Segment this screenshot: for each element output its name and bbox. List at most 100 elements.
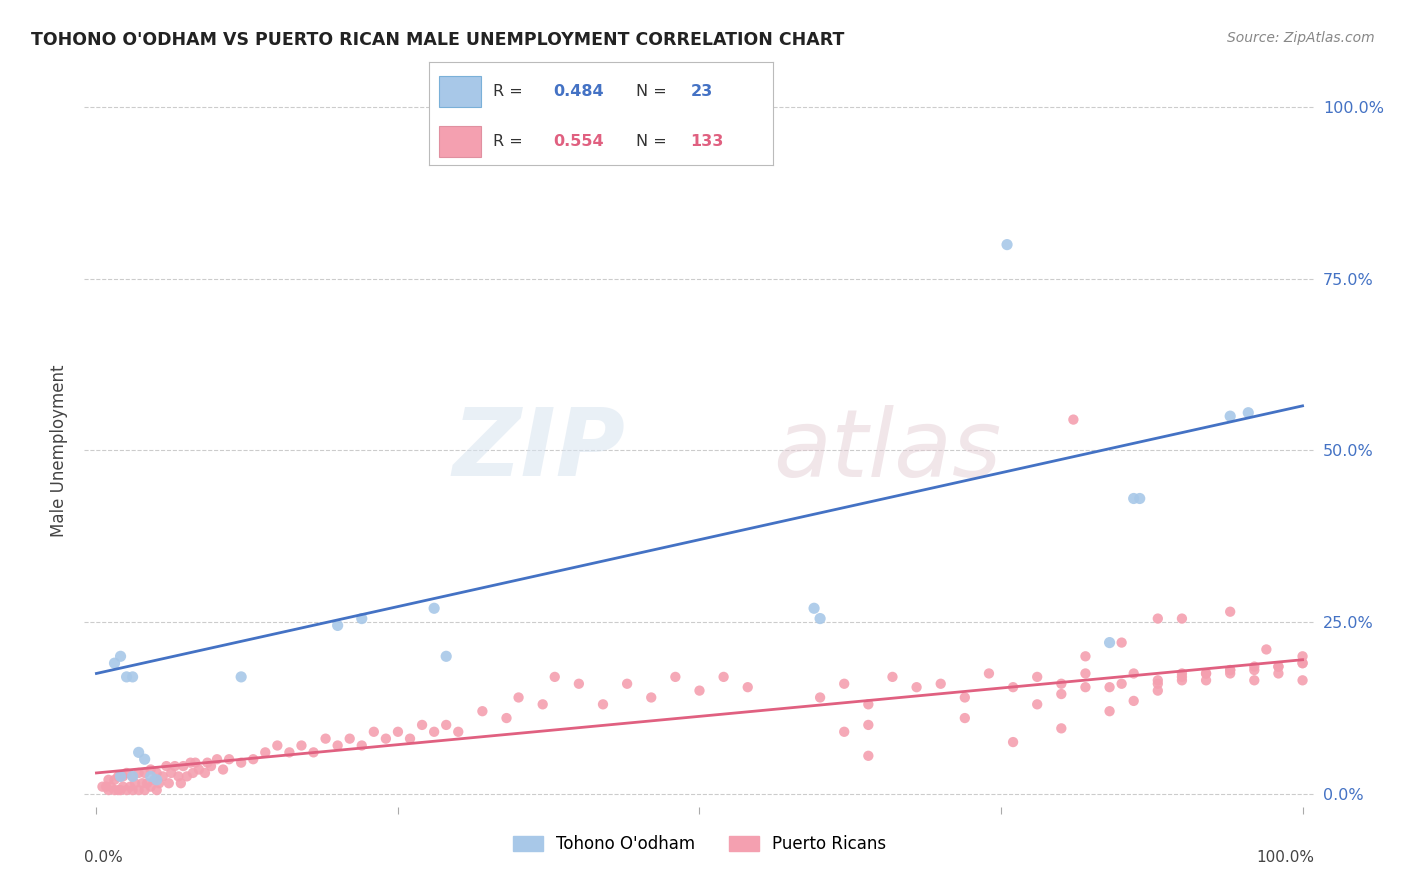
- Point: [254, 745, 277, 759]
- Point: [115, 783, 138, 797]
- Point: [1219, 605, 1241, 619]
- Point: [664, 670, 686, 684]
- Point: [363, 724, 385, 739]
- Text: 0.484: 0.484: [553, 84, 603, 99]
- Point: [858, 748, 880, 763]
- Point: [399, 731, 422, 746]
- Point: [107, 783, 129, 797]
- Point: [152, 769, 174, 783]
- Text: Source: ZipAtlas.com: Source: ZipAtlas.com: [1227, 31, 1375, 45]
- Point: [139, 763, 162, 777]
- Point: [212, 763, 235, 777]
- Point: [194, 766, 217, 780]
- Point: [858, 698, 880, 712]
- Text: R =: R =: [492, 134, 527, 149]
- Point: [1146, 611, 1168, 625]
- Point: [737, 680, 759, 694]
- FancyBboxPatch shape: [439, 76, 481, 106]
- Point: [1219, 663, 1241, 677]
- Point: [110, 769, 132, 783]
- Point: [905, 680, 928, 694]
- Point: [157, 776, 180, 790]
- Point: [1267, 659, 1289, 673]
- Point: [1243, 673, 1265, 688]
- Point: [110, 783, 132, 797]
- Point: [103, 656, 125, 670]
- Point: [195, 756, 219, 770]
- Point: [1171, 673, 1194, 688]
- Point: [1026, 670, 1049, 684]
- Text: 100.0%: 100.0%: [1257, 850, 1315, 865]
- Point: [120, 780, 142, 794]
- Point: [163, 759, 186, 773]
- Point: [131, 776, 153, 790]
- FancyBboxPatch shape: [439, 126, 481, 157]
- Point: [139, 780, 162, 794]
- Point: [94, 780, 117, 794]
- Point: [107, 769, 129, 783]
- Point: [266, 739, 288, 753]
- Point: [411, 718, 433, 732]
- Point: [803, 601, 825, 615]
- Point: [128, 745, 150, 759]
- Point: [231, 670, 253, 684]
- Legend: Tohono O'odham, Puerto Ricans: Tohono O'odham, Puerto Ricans: [506, 829, 893, 860]
- Text: atlas: atlas: [773, 405, 1001, 496]
- Point: [179, 756, 201, 770]
- Point: [953, 711, 976, 725]
- Text: 0.0%: 0.0%: [84, 850, 124, 865]
- Point: [110, 769, 132, 783]
- Point: [1243, 663, 1265, 677]
- Point: [1267, 659, 1289, 673]
- Point: [374, 731, 396, 746]
- Point: [200, 759, 222, 773]
- Point: [1111, 635, 1133, 649]
- Point: [1074, 680, 1097, 694]
- Point: [1171, 611, 1194, 625]
- Point: [1122, 666, 1144, 681]
- Point: [1050, 677, 1073, 691]
- Point: [808, 690, 831, 705]
- Point: [1256, 642, 1278, 657]
- Point: [592, 698, 614, 712]
- Point: [1267, 666, 1289, 681]
- Point: [124, 776, 146, 790]
- Text: TOHONO O'ODHAM VS PUERTO RICAN MALE UNEMPLOYMENT CORRELATION CHART: TOHONO O'ODHAM VS PUERTO RICAN MALE UNEM…: [31, 31, 845, 49]
- Point: [1219, 666, 1241, 681]
- Point: [218, 752, 240, 766]
- Point: [1098, 635, 1121, 649]
- Point: [290, 739, 312, 753]
- Point: [326, 618, 349, 632]
- Text: 133: 133: [690, 134, 724, 149]
- Point: [1002, 735, 1025, 749]
- Point: [977, 666, 1000, 681]
- Point: [1074, 649, 1097, 664]
- Point: [339, 731, 361, 746]
- Point: [640, 690, 662, 705]
- Point: [278, 745, 301, 759]
- Point: [1050, 687, 1073, 701]
- Point: [508, 690, 530, 705]
- Point: [167, 769, 190, 783]
- Point: [1243, 659, 1265, 673]
- Text: R =: R =: [492, 84, 527, 99]
- Point: [423, 724, 446, 739]
- Point: [1195, 666, 1218, 681]
- Point: [91, 780, 114, 794]
- Point: [172, 759, 194, 773]
- Point: [302, 745, 325, 759]
- Point: [1291, 656, 1313, 670]
- Point: [205, 752, 228, 766]
- Point: [832, 724, 855, 739]
- Point: [121, 769, 143, 783]
- Point: [1026, 698, 1049, 712]
- Point: [1122, 491, 1144, 506]
- Point: [434, 649, 457, 664]
- Point: [170, 776, 193, 790]
- Point: [136, 776, 159, 790]
- Point: [110, 649, 132, 664]
- Point: [1050, 722, 1073, 736]
- Point: [423, 601, 446, 615]
- Text: 0.554: 0.554: [553, 134, 603, 149]
- Point: [1195, 673, 1218, 688]
